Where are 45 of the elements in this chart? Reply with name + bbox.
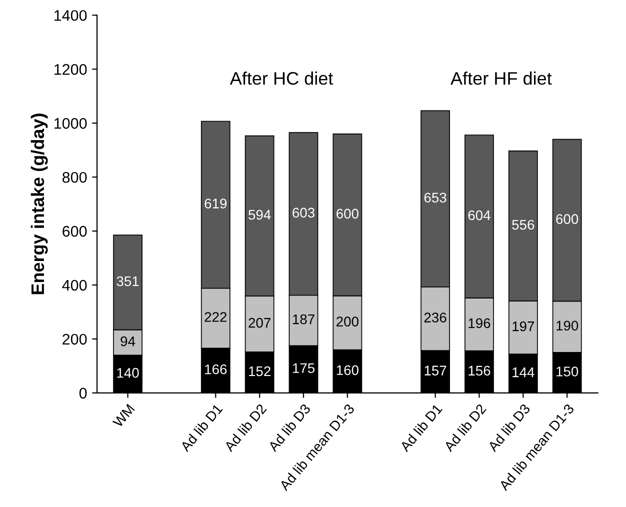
data-label: 190: [556, 320, 578, 331]
y-tick-label: 600: [62, 226, 87, 237]
data-label: 207: [248, 318, 270, 328]
data-label: 140: [117, 368, 139, 378]
annotation: After HF diet: [450, 72, 552, 85]
data-label: 604: [468, 210, 490, 220]
data-label: 236: [424, 312, 446, 322]
data-label: 594: [248, 210, 271, 220]
annotation: After HC diet: [230, 72, 334, 85]
data-label: 556: [512, 220, 534, 230]
y-tick-label: 1000: [54, 118, 87, 129]
data-label: 166: [205, 364, 227, 374]
x-tick-label: Ad lib D1: [179, 403, 224, 452]
data-label: 152: [249, 366, 270, 376]
y-tick-label: 1400: [54, 10, 87, 21]
y-tick-label: 400: [62, 280, 87, 291]
x-tick-label: Ad lib D2: [223, 403, 267, 452]
y-tick-label: 1200: [54, 64, 87, 75]
data-label: 144: [512, 368, 534, 378]
data-label: 603: [292, 208, 314, 218]
data-label: 157: [424, 366, 446, 376]
y-tick-label: 800: [62, 172, 87, 183]
data-label: 600: [556, 214, 578, 224]
data-label: 187: [292, 314, 314, 324]
data-label: 196: [468, 318, 490, 328]
x-tick-label: Ad lib D1: [399, 403, 443, 452]
data-label: 175: [292, 363, 315, 374]
x-tick-label: Ad lib D3: [486, 403, 531, 452]
y-tick-label: 200: [62, 334, 87, 345]
data-label: 160: [336, 365, 358, 376]
y-tick-label: 0: [79, 388, 87, 399]
data-label: 200: [336, 316, 358, 327]
data-label: 351: [116, 276, 139, 286]
data-label: 197: [512, 321, 534, 332]
data-label: 600: [336, 208, 358, 219]
x-tick-label: Ad lib D3: [267, 403, 311, 452]
x-tick-label: WM: [112, 404, 135, 428]
data-label: 156: [468, 366, 490, 376]
data-label: 653: [424, 192, 446, 203]
data-label: 150: [556, 366, 578, 376]
data-label: 94: [120, 336, 136, 346]
x-tick-label: Ad lib D2: [443, 403, 487, 452]
data-label: 619: [204, 198, 227, 208]
y-axis-title: Energy intake (g/day): [30, 114, 48, 294]
data-label: 222: [204, 312, 227, 322]
